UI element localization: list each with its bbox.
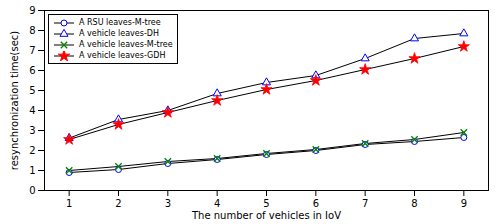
svg-text:1: 1 xyxy=(66,198,72,209)
svg-text:7: 7 xyxy=(362,198,368,209)
svg-text:7: 7 xyxy=(29,45,35,56)
svg-text:5: 5 xyxy=(263,198,269,209)
svg-text:3: 3 xyxy=(29,125,35,136)
svg-text:9: 9 xyxy=(29,5,35,16)
svg-text:1: 1 xyxy=(29,165,35,176)
svg-text:The number of vehicles in IoV: The number of vehicles in IoV xyxy=(191,210,341,221)
svg-text:9: 9 xyxy=(461,198,467,209)
svg-text:4: 4 xyxy=(214,198,220,209)
svg-text:3: 3 xyxy=(165,198,171,209)
svg-text:8: 8 xyxy=(411,198,417,209)
html-text:A vehicle leaves-DH: A vehicle leaves-DH xyxy=(79,29,159,38)
html-text:A RSU leaves-M-tree: A RSU leaves-M-tree xyxy=(79,18,161,27)
svg-text:4: 4 xyxy=(29,105,35,116)
svg-text:5: 5 xyxy=(29,85,35,96)
svg-text:8: 8 xyxy=(29,25,35,36)
svg-text:2: 2 xyxy=(115,198,121,209)
html-text:A vehicle leaves-GDH: A vehicle leaves-GDH xyxy=(79,51,166,60)
svg-text:2: 2 xyxy=(29,145,35,156)
svg-text:0: 0 xyxy=(29,185,35,196)
svg-text:resynchronization time(sec): resynchronization time(sec) xyxy=(9,31,20,171)
svg-text:6: 6 xyxy=(313,198,319,209)
html-text:A vehicle leaves-M-tree: A vehicle leaves-M-tree xyxy=(79,40,173,49)
svg-text:6: 6 xyxy=(29,65,35,76)
